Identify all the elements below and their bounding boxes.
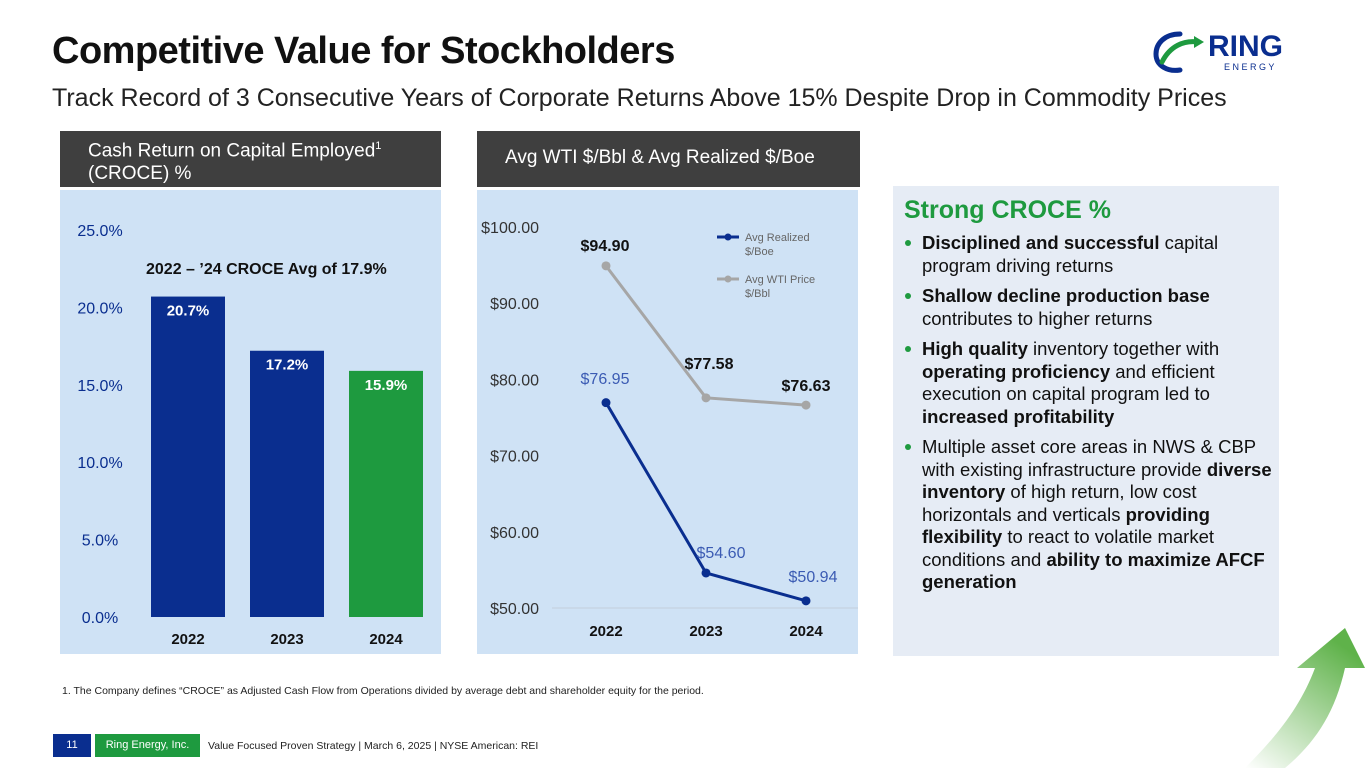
- page-subtitle: Track Record of 3 Consecutive Years of C…: [52, 84, 1227, 112]
- y-tick-label: $60.00: [490, 525, 539, 542]
- highlights-list: Disciplined and successful capital progr…: [903, 232, 1275, 602]
- price-chart-panel: $50.00 $60.00 $70.00 $80.00 $90.00 $100.00 202…: [477, 190, 858, 654]
- legend-label: $/Bbl: [745, 288, 770, 300]
- footnote: 1. The Company defines “CROCE” as Adjust…: [62, 685, 704, 697]
- wti-data-label: $94.90: [581, 238, 630, 255]
- series-line-1: [604, 264, 807, 407]
- wti-data-label: $77.58: [685, 356, 734, 373]
- highlight-bullet: Shallow decline production base contribu…: [903, 285, 1275, 330]
- croce-bar-chart: 0.0% 5.0% 10.0% 15.0% 20.0% 25.0% 2022 – ’24 C…: [77, 223, 423, 648]
- series-0-point: [601, 398, 611, 408]
- bullet-text: of high return, low cost horizontals and…: [922, 481, 1197, 525]
- bullet-text: capital program driving returns: [922, 232, 1219, 276]
- company-badge: Ring Energy, Inc.: [95, 734, 200, 757]
- bullet-emphasis: operating proficiency: [922, 360, 1111, 382]
- price-line-chart: $50.00 $60.00 $70.00 $80.00 $90.00 $100.00 202…: [481, 220, 858, 640]
- bar-2024: [349, 370, 423, 617]
- y-tick-label: $50.00: [490, 601, 539, 618]
- growth-arrow-icon: [1245, 628, 1365, 768]
- bar-2023: [250, 350, 324, 617]
- y-tick-label: 20.0%: [77, 300, 122, 317]
- croce-chart-title: Cash Return on Capital Employed: [88, 140, 376, 162]
- realized-data-label: $54.60: [697, 545, 746, 562]
- realized-data-label: $76.95: [581, 371, 630, 388]
- x-tick-label: 2022: [589, 623, 622, 640]
- bar-2022: [151, 296, 225, 617]
- y-tick-label: $90.00: [490, 296, 539, 313]
- croce-footnote-ref: 1: [375, 140, 382, 152]
- bullet-text: inventory together with: [1027, 338, 1220, 359]
- bullet-emphasis: diverse inventory: [922, 458, 1272, 503]
- croce-chart-header: Cash Return on Capital Employed1 (CROCE) …: [60, 131, 441, 187]
- logo-word: RING: [1208, 30, 1283, 63]
- page-title: Competitive Value for Stockholders: [52, 30, 675, 72]
- wti-data-label: $76.63: [782, 378, 831, 395]
- y-tick-label: 0.0%: [82, 610, 118, 627]
- x-tick-label: 2024: [369, 631, 403, 648]
- legend-label: Avg WTI Price: [745, 274, 815, 286]
- series-0-point: [801, 596, 811, 606]
- bar-value-label: 15.9%: [365, 377, 408, 394]
- bullet-text: contributes to higher returns: [922, 307, 1153, 329]
- series-0-point: [701, 568, 711, 578]
- y-tick-label: $70.00: [490, 449, 539, 466]
- bullet-emphasis: Disciplined and successful: [922, 232, 1160, 253]
- x-tick-label: 2022: [171, 631, 204, 648]
- bar-value-label: 20.7%: [167, 303, 210, 320]
- realized-data-label: $50.94: [789, 569, 838, 586]
- highlight-bullet: Multiple asset core areas in NWS & CBP w…: [903, 436, 1275, 594]
- croce-chart-title-line2: (CROCE) %: [88, 163, 192, 185]
- footer-text: Value Focused Proven Strategy | March 6,…: [208, 740, 539, 752]
- x-tick-label: 2024: [789, 623, 823, 640]
- y-tick-label: $80.00: [490, 372, 539, 389]
- legend-marker-0: [724, 233, 732, 241]
- bullet-text: and efficient execution on capital progr…: [922, 360, 1215, 405]
- bar-value-label: 17.2%: [266, 357, 309, 374]
- croce-average-annotation: 2022 – ’24 CROCE Avg of 17.9%: [146, 261, 387, 278]
- y-tick-label: 10.0%: [77, 455, 122, 472]
- bullet-emphasis: Shallow decline production base: [922, 285, 1210, 306]
- croce-chart-panel: 0.0% 5.0% 10.0% 15.0% 20.0% 25.0% 2022 – ’24 C…: [60, 190, 441, 654]
- legend-label: Avg Realized: [745, 232, 810, 244]
- logo-sub: E N E R G Y: [1224, 62, 1274, 72]
- ring-energy-logo: RING E N E R G Y: [1153, 30, 1283, 73]
- x-tick-label: 2023: [689, 623, 722, 640]
- price-chart-header: Avg WTI $/Bbl & Avg Realized $/Boe: [477, 131, 860, 187]
- highlight-bullet: Disciplined and successful capital progr…: [903, 232, 1275, 277]
- bullet-text: to react to volatile market conditions a…: [922, 526, 1215, 570]
- bullet-emphasis: High quality: [922, 338, 1028, 359]
- bullet-emphasis: increased profitability: [922, 405, 1115, 427]
- y-tick-label: 5.0%: [82, 533, 118, 550]
- y-tick-label: $100.00: [481, 220, 539, 237]
- bullet-emphasis: providing flexibility: [922, 503, 1210, 548]
- series-1-point: [801, 400, 811, 410]
- y-tick-label: 15.0%: [77, 378, 122, 395]
- highlights-title: Strong CROCE %: [904, 196, 1111, 224]
- x-tick-label: 2023: [270, 631, 303, 648]
- y-tick-label: 25.0%: [77, 223, 122, 240]
- logo-swoosh-icon: [1153, 31, 1183, 73]
- legend-marker-1: [724, 275, 732, 283]
- series-1-point: [701, 393, 711, 403]
- highlight-bullet: High quality inventory together with ope…: [903, 338, 1275, 428]
- bullet-text: Multiple asset core areas in NWS & CBP w…: [922, 436, 1256, 480]
- price-chart-title: Avg WTI $/Bbl & Avg Realized $/Boe: [505, 147, 815, 168]
- croce-highlights-panel: Strong CROCE % Disciplined and successfu…: [893, 186, 1279, 656]
- legend-label: $/Boe: [745, 246, 774, 258]
- series-1-point: [601, 261, 611, 271]
- page-number: 11: [53, 734, 91, 757]
- bullet-emphasis: ability to maximize AFCF generation: [922, 548, 1265, 593]
